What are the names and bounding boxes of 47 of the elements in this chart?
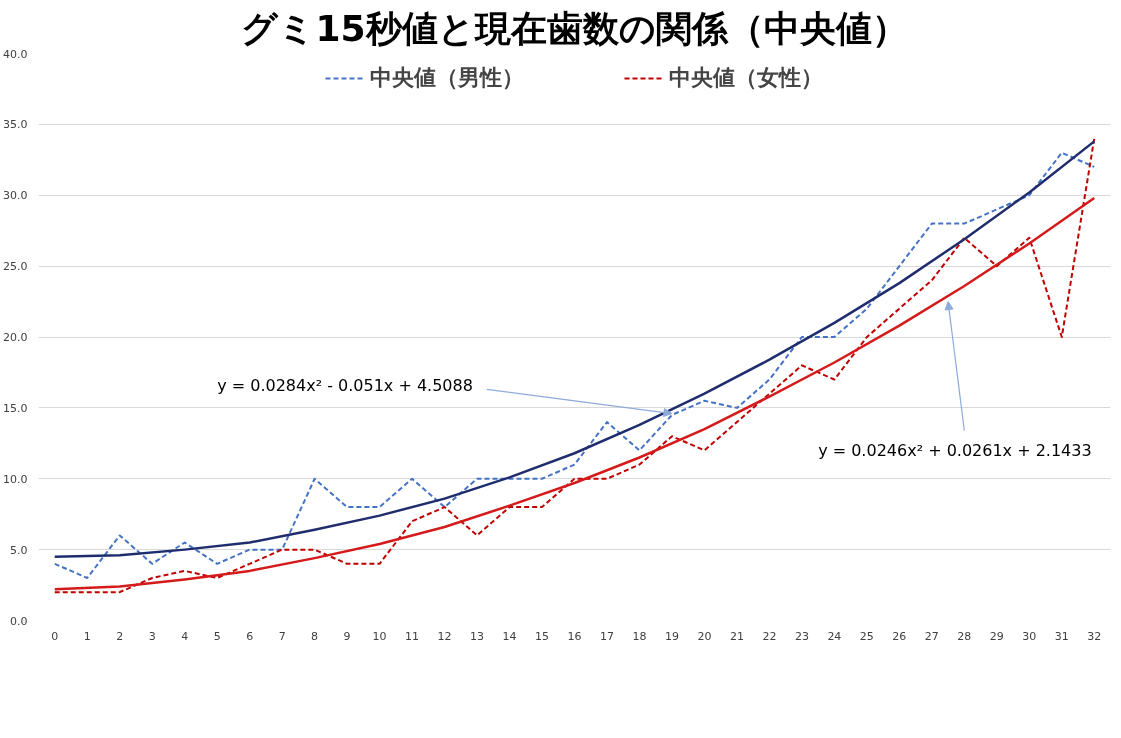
x-tick-label: 2 <box>116 629 124 643</box>
x-tick-label: 29 <box>989 629 1004 643</box>
x-tick-label: 16 <box>567 629 582 643</box>
x-tick-label: 31 <box>1054 629 1069 643</box>
chart-title: グミ15秒値と現在歯数の関係（中央値） <box>241 7 908 49</box>
x-tick-label: 18 <box>632 629 647 643</box>
y-tick-label: 0.0 <box>10 614 28 628</box>
x-tick-label: 30 <box>1022 629 1037 643</box>
x-tick-label: 24 <box>827 629 842 643</box>
y-tick-label: 40.0 <box>3 47 28 61</box>
x-tick-label: 8 <box>311 629 319 643</box>
x-tick-label: 13 <box>470 629 485 643</box>
x-tick-label: 20 <box>697 629 712 643</box>
x-tick-label: 17 <box>599 629 614 643</box>
x-tick-label: 9 <box>343 629 351 643</box>
y-tick-label: 35.0 <box>3 118 28 132</box>
x-tick-label: 25 <box>859 629 874 643</box>
annotation: y = 0.0284x² - 0.051x + 4.5088 <box>217 375 473 395</box>
x-tick-label: 7 <box>278 629 286 643</box>
x-tick-label: 22 <box>762 629 777 643</box>
legend-label: 中央値（女性） <box>669 64 823 92</box>
x-tick-label: 12 <box>437 629 452 643</box>
x-tick-label: 6 <box>246 629 254 643</box>
x-tick-label: 3 <box>148 629 156 643</box>
y-tick-label: 15.0 <box>3 401 28 415</box>
x-tick-label: 14 <box>502 629 517 643</box>
x-tick-label: 4 <box>181 629 189 643</box>
x-tick-label: 15 <box>535 629 550 643</box>
x-tick-label: 11 <box>405 629 420 643</box>
legend-label: 中央値（男性） <box>370 64 524 92</box>
x-tick-label: 27 <box>924 629 939 643</box>
y-tick-label: 30.0 <box>3 189 28 203</box>
x-tick-label: 28 <box>957 629 972 643</box>
y-tick-label: 10.0 <box>3 472 28 486</box>
x-tick-label: 10 <box>372 629 387 643</box>
y-tick-label: 5.0 <box>10 543 28 557</box>
x-tick-label: 19 <box>664 629 679 643</box>
x-tick-label: 32 <box>1087 629 1102 643</box>
x-tick-label: 1 <box>83 629 91 643</box>
y-tick-label: 20.0 <box>3 331 28 344</box>
x-tick-label: 21 <box>729 629 744 643</box>
x-tick-label: 5 <box>213 629 221 643</box>
annotation: y = 0.0246x² + 0.0261x + 2.1433 <box>818 440 1092 460</box>
x-tick-label: 23 <box>794 629 809 643</box>
x-tick-label: 0 <box>51 629 59 643</box>
y-tick-label: 25.0 <box>3 260 28 274</box>
x-tick-label: 26 <box>892 629 907 643</box>
